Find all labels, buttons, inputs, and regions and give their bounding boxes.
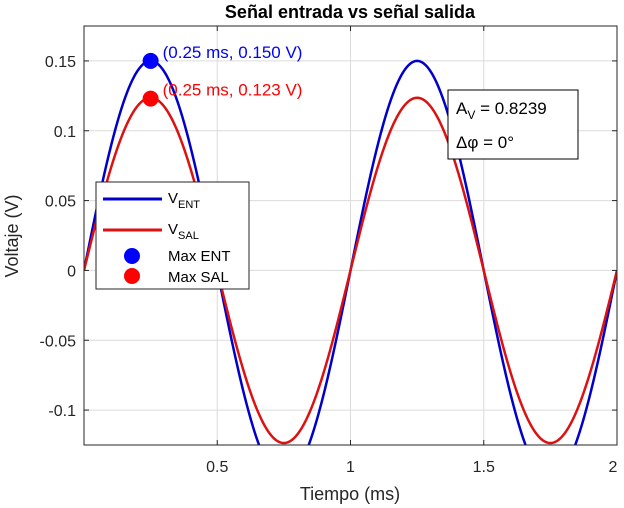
y-tick-label: -0.05 — [40, 333, 77, 350]
gain-symbol: A — [456, 99, 468, 118]
legend: VENT VSAL Max ENT Max SAL — [95, 181, 250, 290]
x-tick-label: 0.5 — [206, 459, 228, 476]
gain-value: = 0.8239 — [475, 99, 546, 118]
max-label-ent: (0.25 ms, 0.150 V) — [163, 43, 303, 62]
legend-label-ent-sub: ENT — [178, 199, 200, 211]
y-axis-title: Voltaje (V) — [2, 194, 22, 277]
y-tick-label: -0.1 — [48, 403, 76, 420]
y-tick-label: 0.1 — [54, 124, 76, 141]
gain-sub: V — [467, 108, 475, 122]
curves — [84, 59, 617, 445]
x-tick-label: 1.5 — [473, 459, 495, 476]
y-ticks: -0.1 -0.05 0 0.05 0.1 0.15 — [40, 54, 617, 420]
markers: (0.25 ms, 0.150 V) (0.25 ms, 0.123 V) — [142, 43, 303, 107]
legend-label-ent: VENT — [168, 190, 200, 211]
y-tick-label: 0 — [67, 263, 76, 280]
phase-text: Δφ = 0° — [456, 133, 514, 152]
legend-label-max-ent: Max ENT — [168, 248, 231, 265]
x-axis-title: Tiempo (ms) — [300, 484, 400, 504]
legend-label-sal-main: V — [168, 221, 178, 238]
y-tick-label: 0.15 — [45, 54, 76, 71]
x-tick-label: 2 — [609, 459, 618, 476]
legend-marker-sal — [124, 268, 140, 284]
legend-label-sal: VSAL — [168, 221, 199, 242]
gain-text: AV = 0.8239 — [456, 99, 547, 122]
legend-label-sal-sub: SAL — [178, 230, 199, 242]
info-box: AV = 0.8239 Δφ = 0° — [447, 89, 579, 160]
max-label-sal: (0.25 ms, 0.123 V) — [163, 81, 303, 100]
max-marker-sal — [142, 90, 159, 107]
x-tick-label: 1 — [346, 459, 355, 476]
chart-title: Señal entrada vs señal salida — [225, 2, 476, 22]
x-ticks: 0.5 1 1.5 2 — [206, 26, 618, 476]
legend-label-max-sal: Max SAL — [168, 269, 229, 286]
max-marker-ent — [142, 52, 159, 69]
legend-marker-ent — [124, 248, 140, 264]
info-box-frame — [447, 89, 579, 160]
y-tick-label: 0.05 — [45, 194, 76, 211]
series-line-sal — [84, 96, 617, 445]
legend-label-ent-main: V — [168, 190, 178, 207]
